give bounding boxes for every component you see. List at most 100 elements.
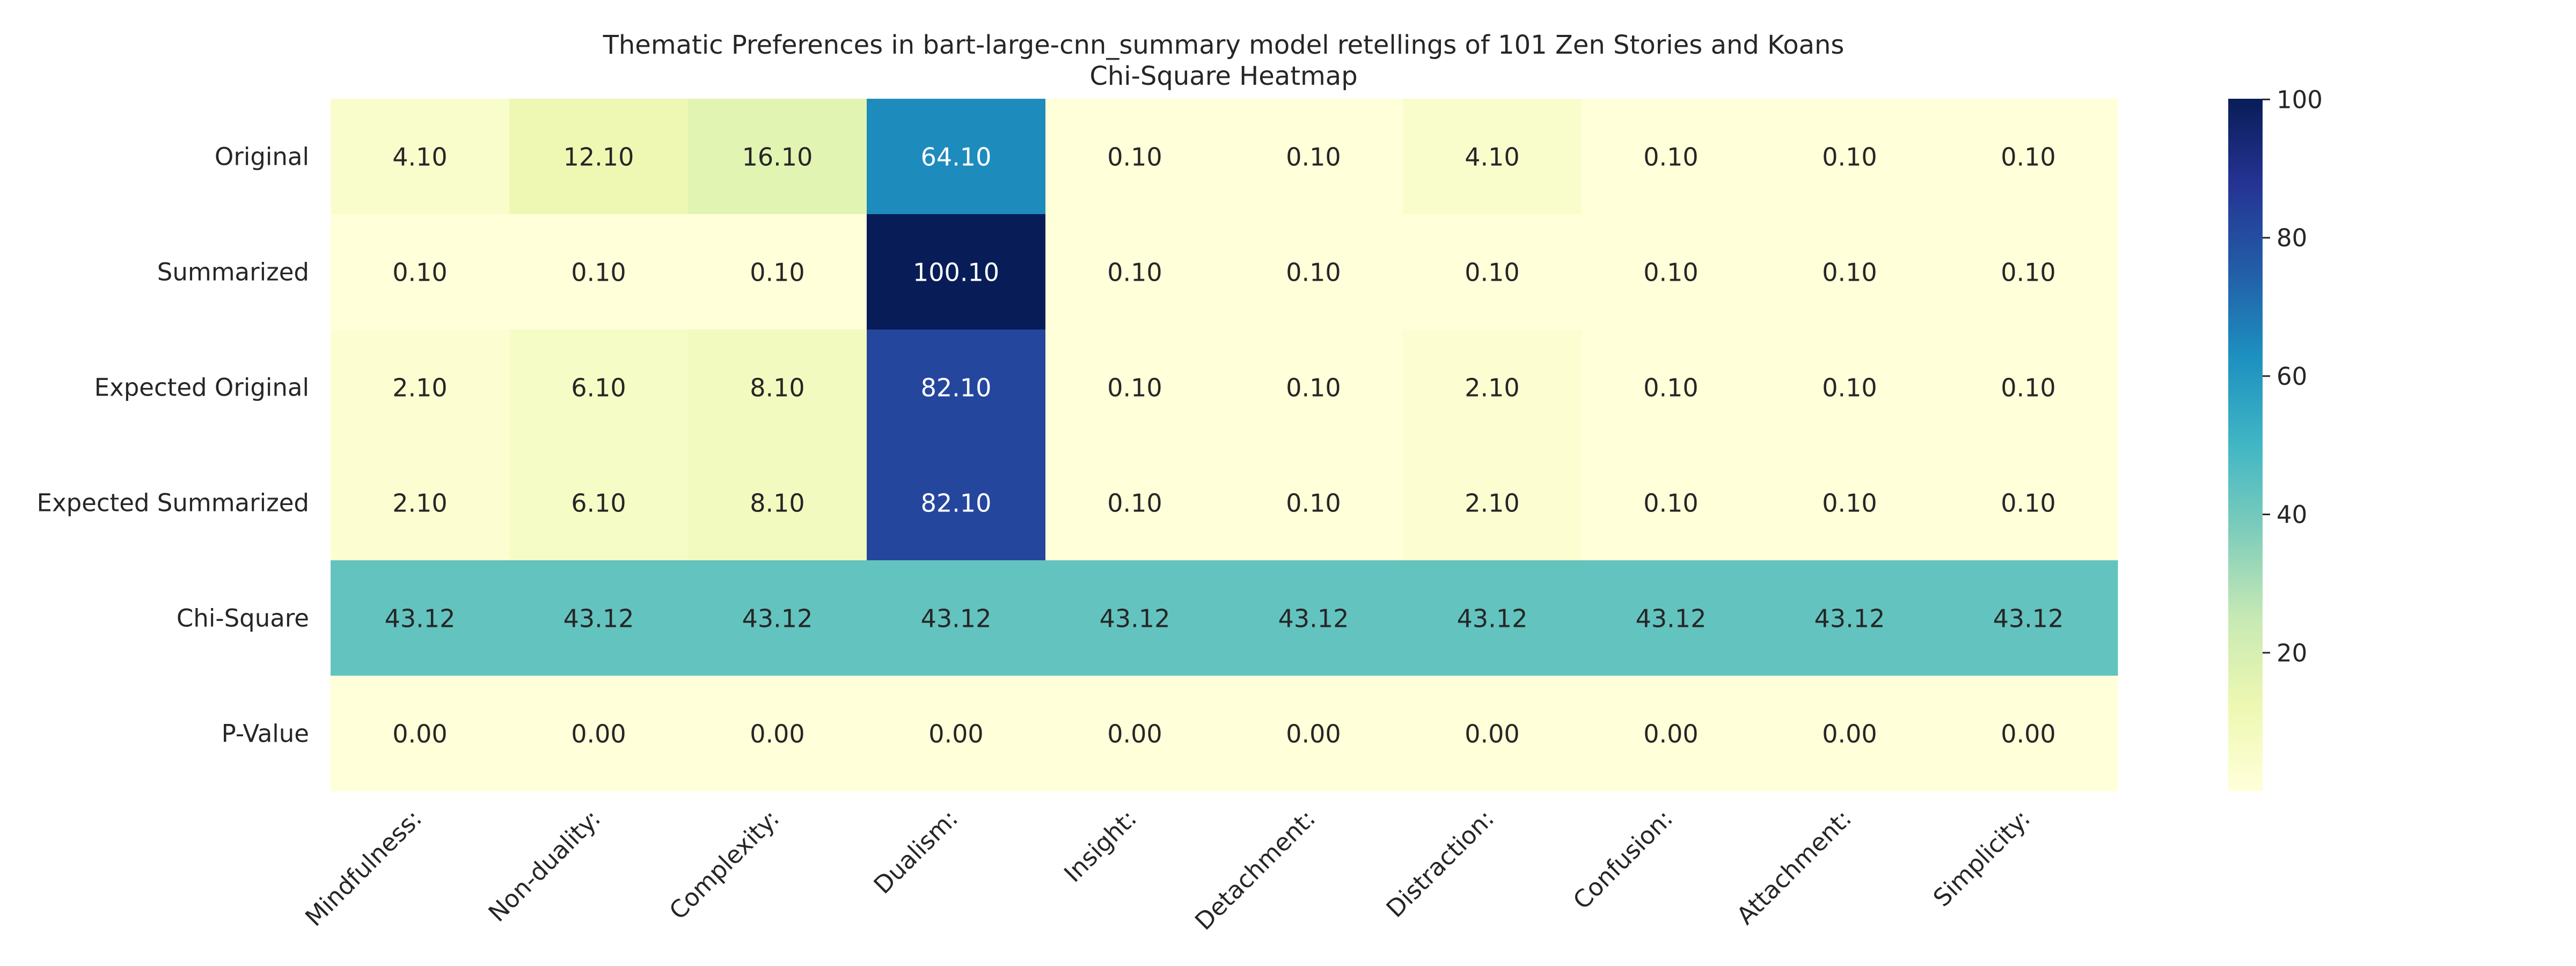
cell-value-label: 82.10: [921, 374, 992, 402]
row-label: Summarized: [157, 258, 309, 287]
heatmap-cell: [867, 330, 1046, 445]
heatmap-cell: [1224, 676, 1403, 792]
heatmap-cell: [1045, 560, 1225, 676]
cell-value-label: 0.00: [571, 720, 626, 749]
row-label: Expected Summarized: [37, 489, 309, 517]
heatmap-cell: [1939, 214, 2118, 330]
column-label: Detachment:: [1189, 804, 1321, 935]
heatmap-cell: [1582, 560, 1761, 676]
cell-value-label: 8.10: [750, 489, 804, 518]
heatmap-cell: [688, 99, 867, 215]
colorbar-tick-label: 40: [2277, 501, 2307, 529]
cell-value-label: 43.12: [1100, 604, 1170, 633]
cell-value-label: 0.00: [1822, 720, 1877, 749]
heatmap-cell: [688, 560, 867, 676]
heatmap-cell: [867, 676, 1046, 792]
heatmap-cell: [331, 445, 510, 561]
cell-value-label: 43.12: [1993, 604, 2064, 633]
cell-value-label: 2.10: [392, 374, 447, 402]
heatmap-cell: [331, 330, 510, 445]
cell-value-label: 0.10: [2001, 258, 2055, 287]
heatmap-cell: [1582, 99, 1761, 215]
colorbar-tick-label: 60: [2277, 362, 2307, 391]
heatmap-cell: [1760, 676, 1940, 792]
cell-value-label: 43.12: [385, 604, 456, 633]
heatmap-cell: [1403, 330, 1582, 445]
heatmap-cell: [1045, 214, 1225, 330]
cell-value-label: 0.10: [1286, 489, 1341, 518]
cell-value-label: 0.10: [1643, 489, 1698, 518]
cell-value-label: 0.10: [1643, 143, 1698, 172]
heatmap-cell: [688, 445, 867, 561]
colorbar-tick-label: 80: [2277, 224, 2307, 252]
heatmap-cell: [1760, 214, 1940, 330]
heatmap-cell: [509, 560, 689, 676]
heatmap-cell: [1224, 214, 1403, 330]
heatmap-cell: [688, 676, 867, 792]
cell-value-label: 0.10: [1107, 374, 1162, 402]
cell-value-label: 0.00: [750, 720, 804, 749]
cell-value-label: 0.10: [1643, 374, 1698, 402]
cell-value-label: 43.12: [1457, 604, 1528, 633]
heatmap-cell: [1939, 560, 2118, 676]
heatmap-cell: [331, 560, 510, 676]
heatmap-cell: [1045, 445, 1225, 561]
cell-value-label: 6.10: [571, 374, 626, 402]
colorbar-tick-label: 20: [2277, 639, 2307, 667]
heatmap-cell: [1403, 99, 1582, 215]
heatmap-cell: [331, 214, 510, 330]
colorbar-tick-label: 100: [2277, 85, 2323, 114]
cell-value-label: 8.10: [750, 374, 804, 402]
cell-value-label: 4.10: [1465, 143, 1519, 172]
cell-value-label: 0.10: [1822, 374, 1877, 402]
heatmap-cell: [867, 99, 1046, 215]
heatmap-cell: [1224, 560, 1403, 676]
column-label: Confusion:: [1568, 804, 1678, 914]
row-labels: Original Summarized Expected Original Expec…: [37, 143, 309, 748]
column-label: Mindfulness:: [299, 804, 427, 932]
heatmap-cell: [1939, 99, 2118, 215]
cell-value-label: 2.10: [1465, 489, 1519, 518]
cell-value-label: 0.10: [2001, 143, 2055, 172]
cell-value-label: 0.10: [750, 258, 804, 287]
cell-value-label: 43.12: [564, 604, 634, 633]
heatmap-cell: [1224, 99, 1403, 215]
heatmap-cell: [1939, 445, 2118, 561]
cell-value-label: 16.10: [742, 143, 813, 172]
cell-value-label: 43.12: [742, 604, 813, 633]
cell-value-label: 43.12: [1636, 604, 1707, 633]
heatmap-cell: [688, 214, 867, 330]
heatmap-cell: [867, 214, 1046, 330]
column-label: Non-duality:: [483, 804, 606, 927]
heatmap-cell: [867, 445, 1046, 561]
cell-value-label: 64.10: [921, 143, 992, 172]
heatmap-cell: [509, 330, 689, 445]
heatmap-cell: [1760, 445, 1940, 561]
heatmap-cell: [1224, 445, 1403, 561]
cell-value-label: 0.10: [1822, 258, 1877, 287]
cell-value-label: 0.00: [2001, 720, 2055, 749]
column-label: Complexity:: [664, 804, 785, 925]
cell-value-label: 0.10: [2001, 374, 2055, 402]
heatmap-cell: [1403, 214, 1582, 330]
cell-value-label: 2.10: [392, 489, 447, 518]
cell-value-label: 82.10: [921, 489, 992, 518]
heatmap-cells: 4.10 12.10 16.10 64.10 0.10 0.10 4.10 0.10 0.10 0…: [331, 99, 2118, 792]
heatmap-cell: [688, 330, 867, 445]
cell-value-label: 0.10: [1107, 258, 1162, 287]
cell-value-label: 0.10: [571, 258, 626, 287]
heatmap-cell: [331, 676, 510, 792]
heatmap-cell: [331, 99, 510, 215]
cell-value-label: 0.00: [928, 720, 983, 749]
column-label: Dualism:: [868, 804, 964, 899]
column-label: Insight:: [1058, 804, 1142, 888]
heatmap-cell: [1582, 214, 1761, 330]
cell-value-label: 100.10: [913, 258, 999, 287]
cell-value-label: 0.00: [1107, 720, 1162, 749]
heatmap-cell: [1045, 676, 1225, 792]
heatmap-cell: [1403, 676, 1582, 792]
column-label: Distraction:: [1381, 804, 1500, 923]
heatmap-cell: [1045, 99, 1225, 215]
heatmap-cell: [509, 445, 689, 561]
cell-value-label: 0.10: [1286, 143, 1341, 172]
